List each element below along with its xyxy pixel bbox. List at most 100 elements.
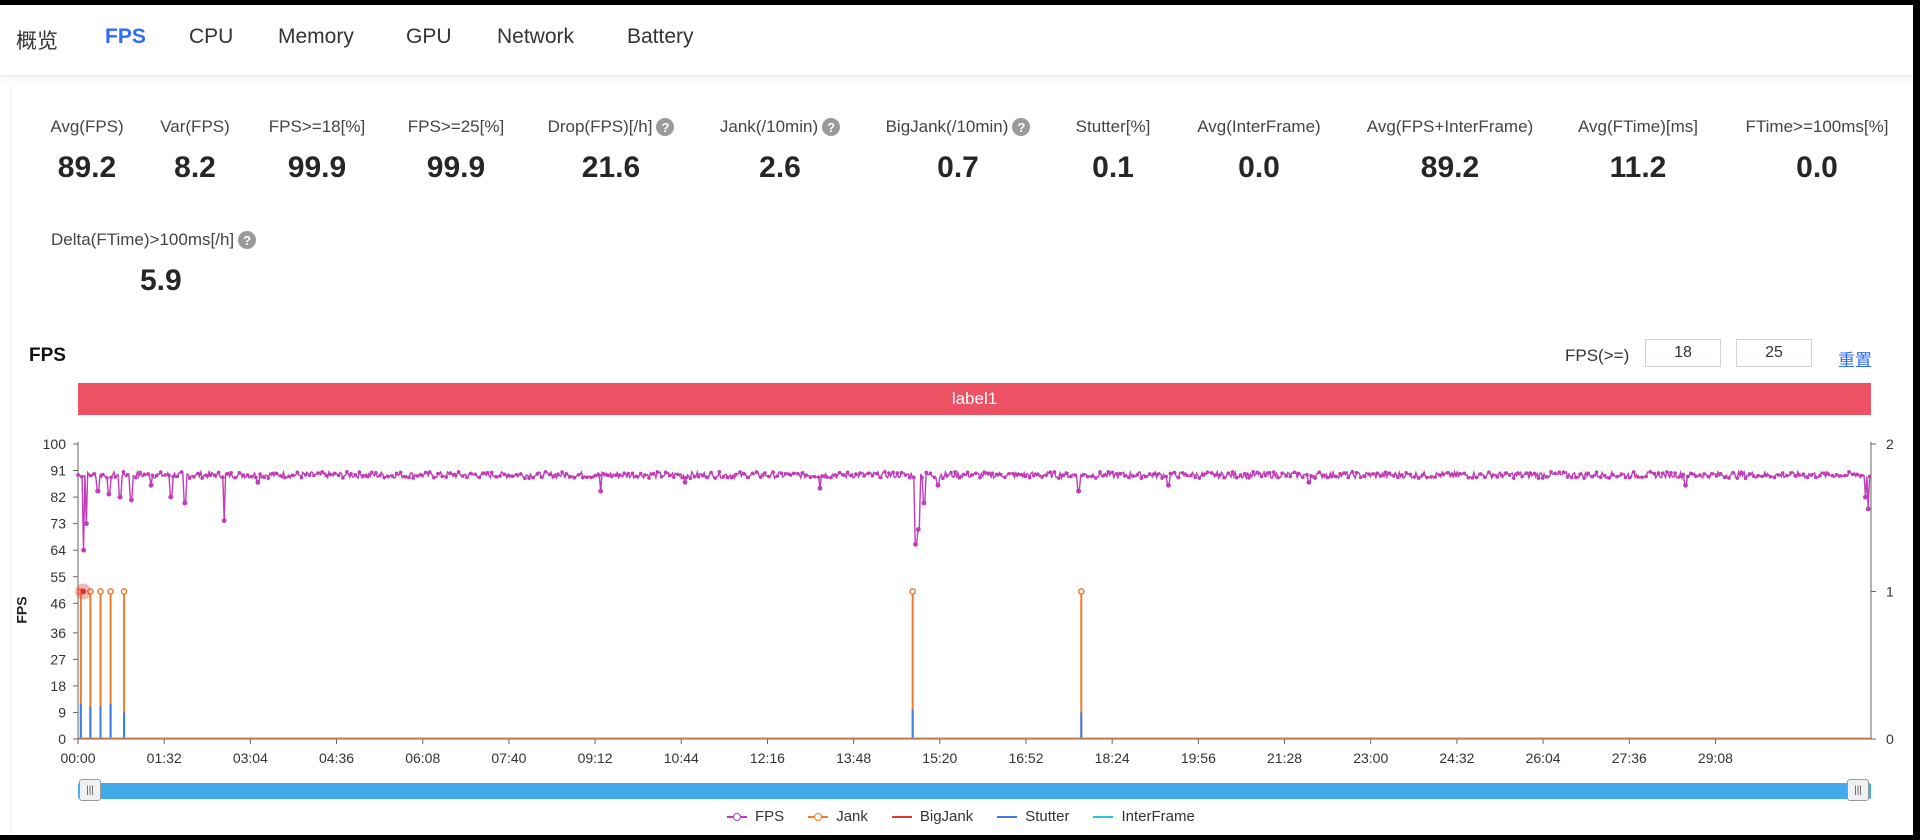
fps-point [1321, 473, 1326, 477]
fps-point [903, 473, 908, 477]
fps-point [729, 475, 734, 480]
x-tick-label: 15:20 [922, 750, 957, 766]
reset-button[interactable]: 重置 [1838, 351, 1872, 370]
fps-point [1598, 475, 1603, 480]
fps-point [783, 471, 788, 476]
fps-point [465, 475, 469, 480]
fps-dip-point [1166, 482, 1171, 488]
help-icon[interactable]: ? [822, 118, 841, 136]
fps-point [961, 472, 966, 477]
fps-point [1350, 470, 1355, 474]
fps-point [1255, 470, 1260, 475]
metric-label: Stutter[%] [963, 117, 1263, 137]
fps-point [1247, 476, 1251, 480]
fps-point [1615, 474, 1620, 479]
fps-point [1218, 473, 1222, 478]
tab-0[interactable]: 概览 [16, 30, 58, 53]
legend-item-jank[interactable]: Jank [808, 808, 868, 825]
fps-point [874, 471, 879, 476]
metric-value: 5.9 [140, 264, 182, 297]
fps-point [1371, 472, 1375, 476]
fps-point [1420, 473, 1425, 477]
fps-point [1714, 474, 1719, 478]
tab-5[interactable]: Network [497, 25, 575, 48]
chart-title: FPS [29, 345, 66, 366]
fps-point [978, 475, 982, 480]
fps-point [138, 470, 142, 475]
fps-point [1416, 476, 1421, 480]
fps-point [1449, 472, 1454, 476]
y-tick-label: 82 [50, 489, 66, 505]
fps-threshold-low-input[interactable] [1645, 339, 1721, 367]
legend-item-stutter[interactable]: Stutter [997, 808, 1069, 825]
fps-point [1607, 476, 1611, 480]
fps-point [618, 473, 622, 477]
fps-point [1640, 475, 1644, 480]
metric-label: Avg(FPS) [0, 117, 237, 137]
fps-point [80, 474, 84, 479]
fps-point [845, 470, 850, 475]
help-icon[interactable]: ? [1012, 118, 1031, 136]
fps-point [1363, 474, 1367, 479]
fps-point [1772, 475, 1777, 480]
fps-point [1578, 472, 1582, 477]
fps-point [858, 471, 862, 475]
fps-dip-point [182, 500, 188, 506]
legend-item-interframe[interactable]: InterFrame [1093, 808, 1195, 825]
fps-point [647, 476, 651, 480]
fps-point [374, 471, 378, 475]
fps-point [841, 473, 846, 477]
fps-threshold-high-input[interactable] [1736, 339, 1812, 367]
legend-item-fps[interactable]: FPS [727, 808, 784, 825]
fps-point [1019, 472, 1024, 477]
legend-label: Jank [836, 808, 868, 825]
fps-point [1689, 471, 1694, 476]
fps-point [1483, 475, 1487, 480]
fps-point [883, 470, 887, 474]
fps-point [142, 472, 147, 477]
tab-1[interactable]: FPS [105, 25, 146, 48]
fps-point [676, 472, 680, 477]
tab-4[interactable]: GPU [406, 25, 452, 48]
zoom-handle-start[interactable]: ||| [79, 779, 101, 801]
fps-point [1669, 471, 1673, 475]
metric-label-text: Avg(FTime)[ms] [1578, 117, 1698, 136]
tab-6[interactable]: Battery [627, 25, 694, 48]
y2-tick-label: 1 [1886, 584, 1894, 600]
fps-point [734, 472, 738, 477]
help-icon[interactable]: ? [238, 231, 257, 249]
tab-3[interactable]: Memory [278, 25, 354, 48]
jank-point [107, 588, 114, 595]
top-navigation: 概览 FPS CPU Memory GPU Network Battery [0, 5, 1913, 76]
fps-point [523, 476, 527, 481]
fps-point [1454, 473, 1458, 477]
fps-point [361, 473, 366, 478]
fps-point [622, 471, 626, 475]
tab-2[interactable]: CPU [189, 25, 234, 48]
fps-point [212, 473, 217, 477]
fps-point [779, 471, 784, 476]
fps-point [1168, 471, 1173, 476]
zoom-slider-track[interactable] [78, 783, 1871, 799]
help-icon[interactable]: ? [656, 118, 675, 136]
metric-label-text: Stutter[%] [1075, 117, 1151, 136]
grip-icon: ||| [86, 784, 94, 796]
fps-point [643, 473, 647, 477]
fps-point [1375, 471, 1380, 476]
metric-label-text: Delta(FTime)>100ms[/h] [51, 230, 235, 249]
fps-dip-point [255, 479, 261, 485]
metric-card: Avg(FPS+InterFrame) 89.2 [1300, 117, 1600, 185]
fps-point [249, 474, 254, 479]
fps-point [307, 473, 312, 478]
zoom-handle-end[interactable]: ||| [1847, 779, 1869, 801]
fps-point [891, 470, 895, 475]
legend-item-bigjank[interactable]: BigJank [891, 808, 973, 825]
fps-point [1805, 475, 1810, 480]
fps-point [1408, 472, 1413, 477]
fps-point [1404, 471, 1408, 475]
fps-point [1209, 471, 1214, 475]
fps-point [597, 473, 602, 478]
fps-point [1822, 471, 1826, 475]
metric-label-text: Jank(/10min) [719, 117, 819, 136]
fps-point [419, 473, 424, 477]
